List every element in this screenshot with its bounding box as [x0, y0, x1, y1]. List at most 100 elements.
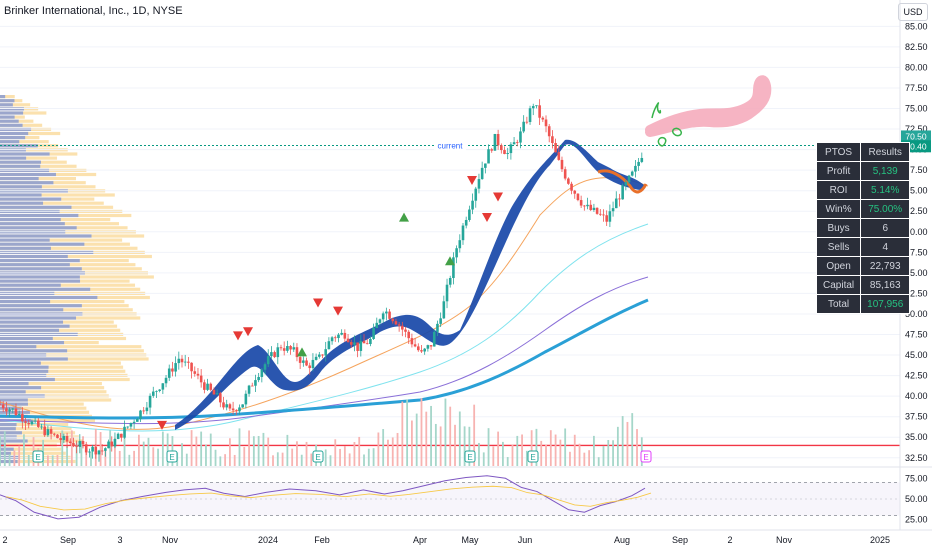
volume-bar	[521, 434, 523, 466]
volume-bar	[142, 441, 145, 466]
candle-body	[40, 426, 43, 428]
volume-bar	[8, 454, 11, 466]
volume-profile-bar-buy	[0, 328, 60, 332]
sell-signal-marker	[157, 420, 167, 430]
volume-bar	[593, 435, 595, 466]
candle-body	[94, 446, 98, 455]
candle-body	[215, 393, 219, 395]
volume-profile-bar-sell	[0, 427, 72, 431]
candle-body	[471, 200, 474, 210]
volume-bar	[219, 456, 222, 466]
candle-body	[295, 347, 299, 358]
candle-body	[496, 133, 500, 146]
candle-body	[1, 404, 5, 409]
volume-bar	[616, 426, 619, 466]
candle-body	[519, 131, 522, 143]
volume-bar	[602, 445, 605, 466]
volume-bar	[559, 439, 562, 466]
volume-profile-bar-buy	[0, 295, 98, 300]
volume-profile-bar-buy	[0, 308, 64, 312]
volume-bar	[166, 433, 169, 466]
volume-profile-bar-buy	[0, 320, 64, 324]
candle-body	[586, 204, 589, 207]
results-label-cell: Sells	[817, 238, 861, 256]
volume-profile-bar-sell	[0, 156, 58, 160]
volume-bar	[363, 454, 365, 466]
volume-profile-bar-buy	[0, 300, 51, 304]
volume-profile-bar-buy	[0, 287, 91, 291]
candle-body	[193, 371, 197, 374]
volume-profile-bar-buy	[0, 279, 81, 283]
ma-purple-line	[0, 276, 649, 425]
candle-body	[199, 375, 203, 383]
volume-profile-bar-sell	[0, 349, 144, 353]
hand-drawn-annotation	[645, 75, 772, 147]
candle-body	[91, 446, 94, 452]
volume-bar	[233, 454, 236, 466]
candle-body	[250, 385, 254, 387]
candle-body	[512, 142, 516, 145]
sell-signal-marker	[233, 331, 243, 341]
volume-bar	[449, 406, 452, 466]
volume-bar	[267, 437, 270, 466]
candle-body	[391, 318, 395, 322]
volume-profile-bar-sell	[0, 95, 15, 99]
volume-bar	[406, 399, 409, 466]
volume-profile-bar-buy	[0, 304, 82, 308]
earnings-marker-label: E	[169, 453, 174, 462]
volume-profile-bar-buy	[0, 345, 37, 349]
candle-body	[282, 348, 286, 351]
results-row: PTOS Results	[817, 143, 910, 161]
volume-profile-bar-buy	[0, 259, 80, 263]
candle-body	[401, 325, 404, 330]
volume-bar	[439, 426, 442, 466]
volume-bar	[80, 440, 83, 466]
candle-body	[132, 421, 136, 423]
volume-bar	[123, 435, 126, 466]
volume-bar	[23, 434, 25, 466]
candle-body	[279, 347, 283, 349]
volume-bar	[324, 449, 327, 466]
volume-bar	[276, 452, 279, 466]
candle-body	[330, 337, 334, 342]
candle-body	[161, 383, 165, 390]
volume-bar	[391, 437, 394, 466]
volume-profile-bar-sell	[0, 283, 136, 287]
volume-profile-bar-buy	[0, 213, 79, 218]
candle-body	[129, 422, 133, 427]
volume-profile-bar-sell	[0, 336, 127, 341]
volume-profile-bar-buy	[0, 136, 26, 140]
volume-bar	[281, 452, 284, 466]
volume-profile-bar-sell	[0, 238, 123, 242]
volume-bar	[631, 413, 634, 466]
volume-profile-bar-buy	[0, 283, 61, 287]
volume-profile-bar-buy	[0, 386, 42, 390]
candle-body	[346, 338, 350, 343]
x-tick-label: Feb	[314, 535, 330, 545]
candle-body	[627, 175, 631, 183]
results-row: Total 107,956	[817, 295, 910, 313]
candle-body	[493, 133, 497, 151]
candle-body	[234, 410, 238, 412]
x-tick-label: May	[461, 535, 479, 545]
currency-label[interactable]: USD	[898, 3, 928, 21]
volume-bar	[367, 448, 370, 466]
volume-profile-bar-buy	[0, 140, 20, 144]
volume-profile-bar-buy	[0, 205, 72, 209]
volume-bar	[578, 443, 581, 466]
candle-body	[75, 446, 78, 448]
y-tick-label: 67.50	[905, 165, 928, 175]
candle-body	[171, 368, 174, 372]
volume-profile-bar-buy	[0, 349, 68, 353]
y-tick-label: 32.50	[905, 453, 928, 463]
volume-profile-bar-buy	[0, 234, 92, 238]
buy-signal-marker	[445, 256, 455, 266]
candle-body	[136, 419, 139, 422]
volume-profile-bar-buy	[0, 365, 49, 369]
volume-profile-bar-sell	[0, 254, 152, 259]
candle-body	[541, 117, 545, 120]
sell-signal-marker	[467, 176, 477, 186]
volume-profile-bar-buy	[0, 172, 56, 177]
volume-bar	[243, 446, 246, 466]
candle-body	[120, 433, 123, 438]
